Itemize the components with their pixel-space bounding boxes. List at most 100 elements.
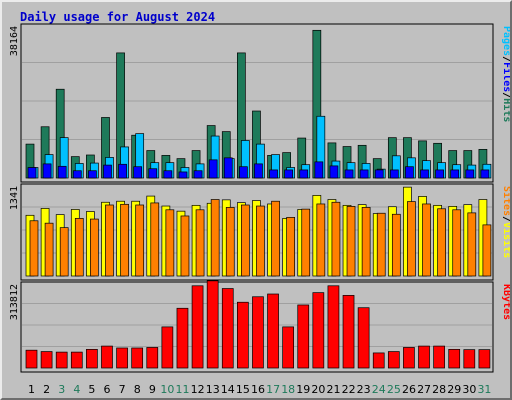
x-tick-label: 1 xyxy=(28,383,35,396)
bar-kbytes xyxy=(267,293,279,369)
bar-kbytes xyxy=(252,296,264,369)
legend-entry: Files xyxy=(501,62,510,92)
bar-kbytes xyxy=(448,349,461,369)
bar-kbytes xyxy=(221,288,234,369)
bar-files xyxy=(133,166,143,179)
bar-sites xyxy=(180,215,190,277)
bar-kbytes xyxy=(372,352,385,369)
bar-files xyxy=(405,166,414,179)
x-tick-label: 21 xyxy=(326,383,340,396)
bar-kbytes xyxy=(297,304,310,369)
bar-kbytes xyxy=(387,351,400,369)
x-tick-label: 11 xyxy=(176,383,190,396)
bar-kbytes xyxy=(55,351,68,369)
legend-entry: KBytes xyxy=(501,284,510,320)
bar-sites xyxy=(407,201,416,277)
bar-files xyxy=(193,170,203,179)
x-tick-label: 19 xyxy=(296,383,310,396)
x-tick-label: 7 xyxy=(119,383,126,396)
bar-kbytes xyxy=(116,347,128,369)
bar-sites xyxy=(376,212,386,277)
bar-sites xyxy=(165,209,175,277)
bar-kbytes xyxy=(191,285,204,369)
bar-files xyxy=(72,170,82,179)
bar-kbytes xyxy=(161,326,174,369)
bar-kbytes xyxy=(433,345,445,369)
bar-sites xyxy=(135,204,145,277)
bar-kbytes xyxy=(146,347,159,369)
bar-sites xyxy=(271,200,280,277)
bar-sites xyxy=(301,208,311,277)
bar-sites xyxy=(346,206,356,277)
bar-files xyxy=(27,167,37,179)
x-tick-label: 18 xyxy=(281,383,295,396)
bar-sites xyxy=(391,213,401,277)
bar-files xyxy=(163,170,173,179)
bar-kbytes xyxy=(101,345,113,369)
bar-sites xyxy=(422,203,431,277)
legend-visits: Sites/Visits xyxy=(501,186,510,258)
bar-sites xyxy=(90,218,99,277)
bar-files xyxy=(42,163,52,179)
bar-files xyxy=(223,157,233,179)
x-tick-label: 20 xyxy=(311,383,325,396)
legend-entry: Sites xyxy=(501,186,510,216)
bar-sites xyxy=(361,207,371,277)
x-tick-label: 26 xyxy=(402,383,416,396)
x-tick-label: 27 xyxy=(417,383,431,396)
x-tick-label: 10 xyxy=(160,383,174,396)
x-tick-label: 5 xyxy=(88,383,95,396)
x-tick-label: 12 xyxy=(191,383,205,396)
legend-entry: / xyxy=(501,56,510,62)
x-tick-label: 4 xyxy=(73,383,80,396)
x-tick-label: 24 xyxy=(372,383,386,396)
y-max-label-visits: 1341 xyxy=(9,186,20,210)
bar-kbytes xyxy=(418,345,430,369)
x-tick-label: 30 xyxy=(462,383,476,396)
x-tick-label: 29 xyxy=(447,383,461,396)
bar-sites xyxy=(225,207,235,277)
x-tick-label: 8 xyxy=(134,383,141,396)
bar-kbytes xyxy=(478,349,491,369)
x-tick-label: 13 xyxy=(206,383,220,396)
bar-sites xyxy=(316,203,326,277)
bar-kbytes xyxy=(131,347,144,369)
bar-files xyxy=(450,169,460,179)
bar-files xyxy=(284,169,293,179)
bar-files xyxy=(239,166,248,179)
x-tick-label: 23 xyxy=(357,383,371,396)
bar-sites xyxy=(150,202,160,277)
bar-sites xyxy=(286,216,295,277)
bar-files xyxy=(57,165,67,179)
legend-entry: Pages xyxy=(501,26,510,56)
x-tick-label: 17 xyxy=(266,383,280,396)
bar-sites xyxy=(210,199,220,277)
y-max-label-kbytes: 313812 xyxy=(9,284,20,320)
bar-kbytes xyxy=(342,295,355,369)
bar-kbytes xyxy=(40,351,53,369)
bar-files xyxy=(420,169,429,179)
bar-kbytes xyxy=(312,292,325,369)
bar-files xyxy=(103,164,112,179)
x-tick-label: 9 xyxy=(149,383,156,396)
bar-sites xyxy=(74,218,84,277)
bar-sites xyxy=(241,204,250,277)
bar-kbytes xyxy=(25,349,38,369)
legend-entry: Visits xyxy=(501,222,510,258)
bar-kbytes xyxy=(327,285,340,369)
bar-files xyxy=(465,169,475,179)
bar-files xyxy=(208,159,218,179)
bar-files xyxy=(389,169,399,179)
x-tick-label: 28 xyxy=(432,383,446,396)
bar-sites xyxy=(29,220,39,277)
x-tick-label: 3 xyxy=(58,383,65,396)
bar-sites xyxy=(195,209,205,277)
bar-files xyxy=(88,170,97,179)
bar-files xyxy=(118,163,127,179)
bar-kbytes xyxy=(403,347,415,369)
bar-sites xyxy=(59,227,69,277)
bar-kbytes xyxy=(463,349,476,369)
bar-files xyxy=(314,161,324,179)
